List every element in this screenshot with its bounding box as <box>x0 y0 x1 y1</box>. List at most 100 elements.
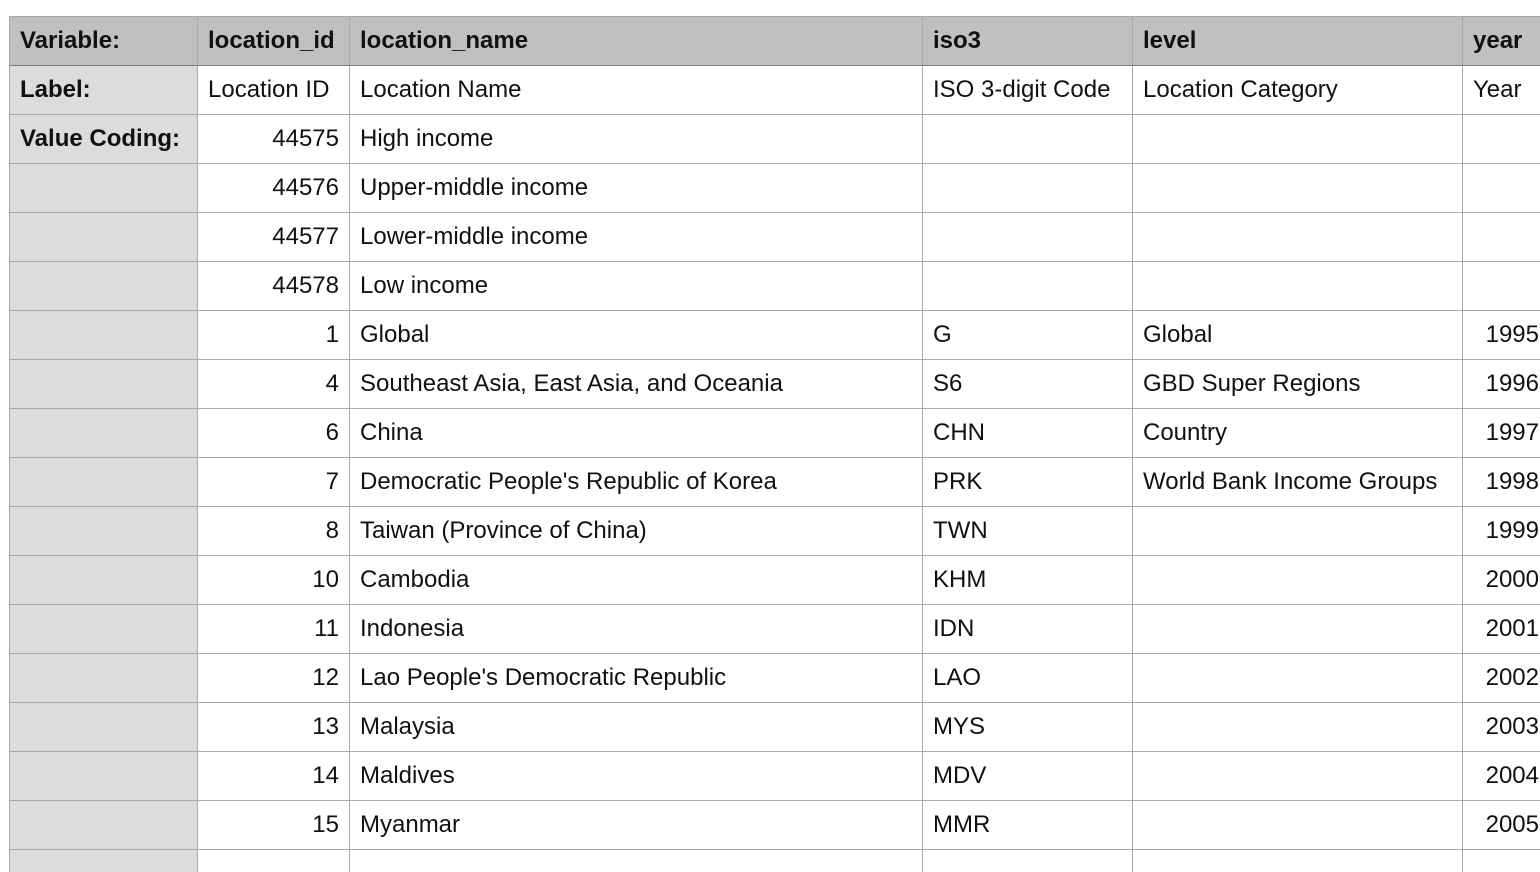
cell-level[interactable] <box>1132 261 1463 311</box>
cell-location-name[interactable]: Lao People's Democratic Republic <box>349 653 923 703</box>
cell-iso3[interactable]: KHM <box>922 555 1133 605</box>
cell-iso3[interactable]: IDN <box>922 604 1133 654</box>
column-header-level[interactable]: level <box>1132 16 1463 66</box>
cell-year[interactable]: 1999 <box>1462 506 1540 556</box>
cell-location-name[interactable]: China <box>349 408 923 458</box>
cell-location-id[interactable]: 12 <box>197 653 350 703</box>
cell-location-name[interactable]: High income <box>349 114 923 164</box>
cell-year[interactable]: 2000 <box>1462 555 1540 605</box>
cell-iso3[interactable]: MYS <box>922 702 1133 752</box>
cell-year[interactable] <box>1462 114 1540 164</box>
cell-year[interactable]: 1998 <box>1462 457 1540 507</box>
cell-location-id[interactable]: 13 <box>197 702 350 752</box>
column-header-location-id[interactable]: location_id <box>197 16 350 66</box>
cell-location-id[interactable]: 6 <box>197 408 350 458</box>
row-label-cell[interactable] <box>9 849 198 872</box>
cell-iso3[interactable]: CHN <box>922 408 1133 458</box>
cell-location-name[interactable]: Maldives <box>349 751 923 801</box>
cell-location-id[interactable] <box>197 849 350 872</box>
cell-level[interactable] <box>1132 604 1463 654</box>
cell-location-name[interactable]: Democratic People's Republic of Korea <box>349 457 923 507</box>
cell-level[interactable]: GBD Super Regions <box>1132 359 1463 409</box>
cell-location-id[interactable]: 10 <box>197 555 350 605</box>
cell-location-id[interactable]: 44578 <box>197 261 350 311</box>
cell-iso3[interactable] <box>922 114 1133 164</box>
cell-year[interactable]: 2001 <box>1462 604 1540 654</box>
cell-level[interactable] <box>1132 702 1463 752</box>
cell-location-name[interactable] <box>349 849 923 872</box>
cell-location-id[interactable]: 8 <box>197 506 350 556</box>
cell-level[interactable] <box>1132 555 1463 605</box>
cell-year[interactable]: 1996 <box>1462 359 1540 409</box>
label-cell-iso3[interactable]: ISO 3-digit Code <box>922 65 1133 115</box>
cell-iso3[interactable] <box>922 849 1133 872</box>
cell-level[interactable]: World Bank Income Groups <box>1132 457 1463 507</box>
cell-level[interactable] <box>1132 653 1463 703</box>
row-label-cell[interactable] <box>9 457 198 507</box>
cell-location-name[interactable]: Myanmar <box>349 800 923 850</box>
cell-level[interactable]: Global <box>1132 310 1463 360</box>
cell-year[interactable]: 2005 <box>1462 800 1540 850</box>
cell-iso3[interactable]: S6 <box>922 359 1133 409</box>
cell-level[interactable]: Country <box>1132 408 1463 458</box>
cell-level[interactable] <box>1132 751 1463 801</box>
cell-location-id[interactable]: 1 <box>197 310 350 360</box>
row-label-cell[interactable] <box>9 359 198 409</box>
cell-location-id[interactable]: 44576 <box>197 163 350 213</box>
cell-year[interactable] <box>1462 261 1540 311</box>
row-label-cell[interactable] <box>9 212 198 262</box>
cell-iso3[interactable]: LAO <box>922 653 1133 703</box>
cell-year[interactable]: 2004 <box>1462 751 1540 801</box>
cell-location-name[interactable]: Global <box>349 310 923 360</box>
cell-location-id[interactable]: 14 <box>197 751 350 801</box>
row-label-cell[interactable] <box>9 555 198 605</box>
row-label-cell[interactable] <box>9 702 198 752</box>
row-label-cell[interactable] <box>9 604 198 654</box>
row-label-cell[interactable] <box>9 310 198 360</box>
label-cell-location-id[interactable]: Location ID <box>197 65 350 115</box>
label-cell-location-name[interactable]: Location Name <box>349 65 923 115</box>
column-header-location-name[interactable]: location_name <box>349 16 923 66</box>
cell-location-name[interactable]: Upper-middle income <box>349 163 923 213</box>
cell-year[interactable]: 1995 <box>1462 310 1540 360</box>
cell-iso3[interactable]: MMR <box>922 800 1133 850</box>
row-label-cell[interactable] <box>9 800 198 850</box>
cell-iso3[interactable]: MDV <box>922 751 1133 801</box>
row-label-cell[interactable] <box>9 653 198 703</box>
cell-year[interactable] <box>1462 163 1540 213</box>
cell-iso3[interactable] <box>922 261 1133 311</box>
cell-level[interactable] <box>1132 800 1463 850</box>
cell-location-name[interactable]: Indonesia <box>349 604 923 654</box>
cell-location-id[interactable]: 11 <box>197 604 350 654</box>
cell-iso3[interactable]: TWN <box>922 506 1133 556</box>
cell-year[interactable]: 1997 <box>1462 408 1540 458</box>
variable-row-label[interactable]: Variable: <box>9 16 198 66</box>
cell-location-id[interactable]: 15 <box>197 800 350 850</box>
cell-year[interactable] <box>1462 849 1540 872</box>
cell-location-id[interactable]: 44577 <box>197 212 350 262</box>
cell-year[interactable]: 2003 <box>1462 702 1540 752</box>
label-cell-level[interactable]: Location Category <box>1132 65 1463 115</box>
cell-iso3[interactable]: G <box>922 310 1133 360</box>
row-label-cell[interactable] <box>9 163 198 213</box>
cell-level[interactable] <box>1132 506 1463 556</box>
column-header-year[interactable]: year <box>1462 16 1540 66</box>
cell-year[interactable] <box>1462 212 1540 262</box>
cell-location-id[interactable]: 4 <box>197 359 350 409</box>
row-label-cell[interactable] <box>9 751 198 801</box>
cell-level[interactable] <box>1132 114 1463 164</box>
cell-iso3[interactable] <box>922 212 1133 262</box>
cell-iso3[interactable] <box>922 163 1133 213</box>
column-header-iso3[interactable]: iso3 <box>922 16 1133 66</box>
row-label-cell[interactable] <box>9 506 198 556</box>
row-label-cell[interactable] <box>9 408 198 458</box>
cell-location-id[interactable]: 44575 <box>197 114 350 164</box>
row-label-cell[interactable] <box>9 261 198 311</box>
cell-level[interactable] <box>1132 849 1463 872</box>
cell-location-name[interactable]: Cambodia <box>349 555 923 605</box>
cell-level[interactable] <box>1132 212 1463 262</box>
cell-location-name[interactable]: Taiwan (Province of China) <box>349 506 923 556</box>
cell-location-name[interactable]: Low income <box>349 261 923 311</box>
label-cell-year[interactable]: Year <box>1462 65 1540 115</box>
cell-location-name[interactable]: Southeast Asia, East Asia, and Oceania <box>349 359 923 409</box>
